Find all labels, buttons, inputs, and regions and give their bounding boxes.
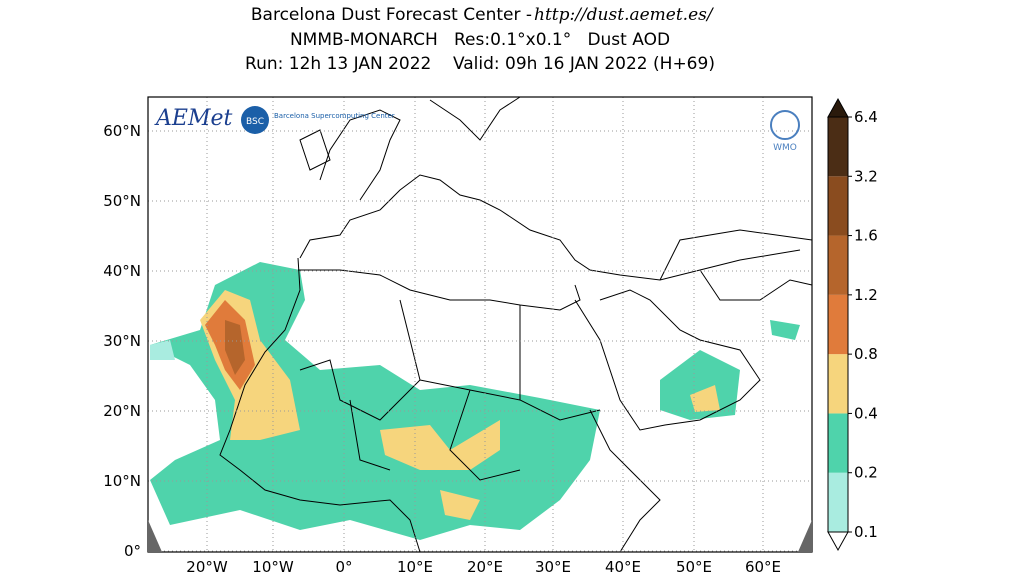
lon-label: 60°E bbox=[745, 558, 781, 576]
lon-label: 10°E bbox=[397, 558, 433, 576]
logo-aemet: AEMet bbox=[154, 106, 232, 131]
colorbar-bin bbox=[828, 117, 848, 177]
colorbar-frame bbox=[827, 116, 849, 533]
lat-label: 60°N bbox=[103, 122, 141, 140]
colorbar-label: 0.4 bbox=[854, 404, 878, 422]
lat-label: 50°N bbox=[103, 192, 141, 210]
lon-label: 40°E bbox=[605, 558, 641, 576]
colorbar-bin bbox=[828, 472, 848, 532]
lat-label: 0° bbox=[124, 542, 141, 560]
colorbar-extend-bottom bbox=[827, 531, 849, 552]
colorbar-label: 0.2 bbox=[854, 464, 878, 482]
title: Barcelona Dust Forecast Center - bbox=[251, 5, 532, 25]
colorbar-label: 6.4 bbox=[854, 108, 878, 126]
colorbar-bin bbox=[828, 413, 848, 473]
dust bbox=[150, 262, 800, 540]
colorbar-label: 0.1 bbox=[854, 523, 878, 541]
lat-label: 40°N bbox=[103, 262, 141, 280]
lon-label: 30°E bbox=[535, 558, 571, 576]
logos: AEMet BSC Barcelona Supercomputing Cente… bbox=[154, 106, 800, 153]
logo-bsc-name: Barcelona Supercomputing Center bbox=[274, 112, 395, 120]
lon-label: 0° bbox=[335, 558, 352, 576]
colorbar: 0.1 0.2 0.4 0.8 1.2 1.6 3.2 6.4 bbox=[827, 97, 878, 552]
colorbar-bin bbox=[828, 176, 848, 236]
lat-label: 30°N bbox=[103, 332, 141, 350]
lat-label: 20°N bbox=[103, 402, 141, 420]
subtitle: Run: 12h 13 JAN 2022 Valid: 09h 16 JAN 2… bbox=[245, 54, 715, 74]
logo-wmo: WMO bbox=[773, 143, 797, 153]
map-frame bbox=[147, 96, 813, 553]
colorbar-extend-top bbox=[827, 97, 849, 118]
logo-bsc: BSC bbox=[246, 117, 264, 127]
title-url: http://dust.aemet.es/ bbox=[534, 5, 715, 25]
coastlines bbox=[219, 96, 813, 553]
graticule bbox=[148, 97, 812, 552]
map bbox=[147, 96, 813, 553]
lat-label: 10°N bbox=[103, 472, 141, 490]
colorbar-bin bbox=[828, 235, 848, 295]
lon-label: 20°W bbox=[186, 558, 228, 576]
colorbar-label: 3.2 bbox=[854, 167, 878, 185]
lon-label: 50°E bbox=[676, 558, 712, 576]
colorbar-bin bbox=[828, 294, 848, 355]
lon-label: 20°E bbox=[467, 558, 503, 576]
subtitle: NMMB-MONARCH Res:0.1°x0.1° Dust AOD bbox=[290, 30, 670, 50]
colorbar-label: 1.6 bbox=[854, 227, 878, 245]
colorbar-label: 1.2 bbox=[854, 286, 878, 304]
colorbar-bin bbox=[828, 354, 848, 414]
lon-label: 10°W bbox=[252, 558, 294, 576]
colorbar-label: 0.8 bbox=[854, 345, 878, 363]
